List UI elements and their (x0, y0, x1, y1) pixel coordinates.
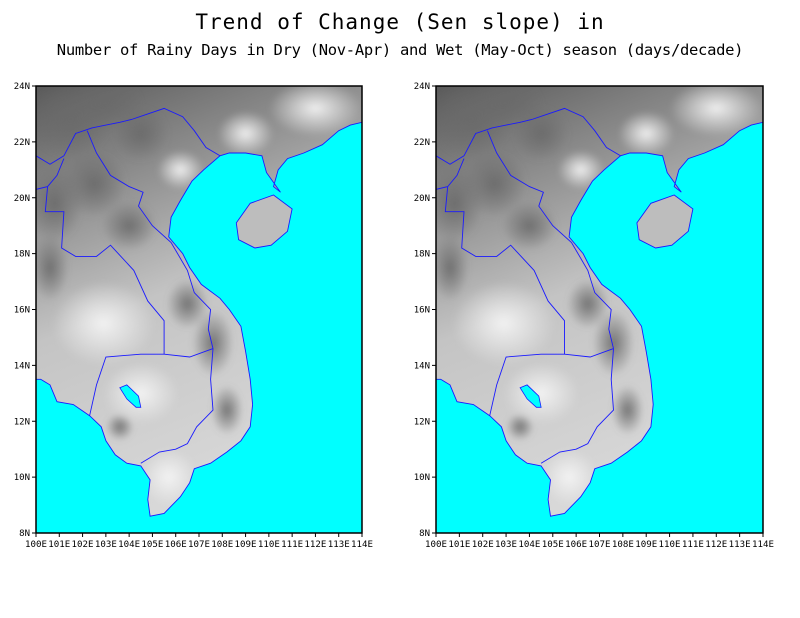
hainan-island (236, 195, 293, 248)
lon-label: 114E (752, 540, 774, 550)
lon-label: 104E (118, 540, 140, 550)
lon-label: 109E (635, 540, 657, 550)
lat-label: 14N (14, 361, 30, 371)
lon-label: 105E (141, 540, 163, 550)
lon-label: 100E (425, 540, 447, 550)
map-title: Trend of Change (Sen slope) in (195, 10, 605, 34)
lat-label: 8N (19, 529, 30, 539)
tonle-sap-lake (519, 384, 542, 408)
lon-label: 103E (95, 540, 117, 550)
country-border (436, 107, 621, 165)
lon-label: 110E (258, 540, 280, 550)
hainan-island (636, 195, 693, 248)
lon-label: 113E (328, 540, 350, 550)
lon-label: 107E (589, 540, 611, 550)
map-subtitle: Number of Rainy Days in Dry (Nov-Apr) an… (56, 41, 744, 59)
lon-label: 112E (705, 540, 727, 550)
lat-label: 16N (414, 306, 430, 316)
lat-label: 22N (414, 138, 430, 148)
lat-label: 24N (14, 82, 30, 92)
lon-label: 106E (165, 540, 187, 550)
country-border (486, 130, 614, 349)
country-border (44, 186, 165, 355)
country-border (436, 158, 465, 190)
country-border (444, 186, 565, 355)
lat-label: 22N (14, 138, 30, 148)
country-border (164, 348, 214, 358)
lon-label: 101E (48, 540, 70, 550)
lat-label: 12N (14, 417, 30, 427)
lat-label: 12N (414, 417, 430, 427)
country-border (140, 348, 214, 464)
lon-label: 111E (682, 540, 704, 550)
country-border (36, 158, 65, 190)
lon-label: 110E (659, 540, 681, 550)
lon-label: 112E (304, 540, 326, 550)
lon-label: 108E (612, 540, 634, 550)
lon-label: 103E (495, 540, 517, 550)
tonle-sap-lake (119, 384, 142, 408)
lon-label: 102E (72, 540, 94, 550)
lat-label: 18N (14, 250, 30, 260)
hainan-coastline (636, 194, 694, 249)
lat-label: 20N (14, 194, 30, 204)
country-border (89, 353, 165, 416)
lon-label: 107E (188, 540, 210, 550)
lon-label: 106E (565, 540, 587, 550)
lon-label: 105E (542, 540, 564, 550)
country-border (564, 348, 614, 358)
lon-label: 109E (235, 540, 257, 550)
lon-label: 100E (25, 540, 47, 550)
lat-label: 24N (414, 82, 430, 92)
country-border (36, 107, 221, 165)
lon-label: 101E (448, 540, 470, 550)
country-border (489, 353, 565, 416)
lat-label: 16N (14, 306, 30, 316)
lon-label: 108E (211, 540, 233, 550)
lat-label: 8N (419, 529, 430, 539)
lat-label: 18N (414, 250, 430, 260)
lat-label: 10N (14, 473, 30, 483)
lon-label: 104E (518, 540, 540, 550)
lat-label: 10N (414, 473, 430, 483)
country-border (86, 130, 214, 349)
lon-label: 113E (729, 540, 751, 550)
lon-label: 111E (281, 540, 303, 550)
lat-label: 20N (414, 194, 430, 204)
coastline (36, 86, 362, 517)
coastline (436, 86, 763, 517)
country-border (540, 348, 614, 464)
hainan-coastline (235, 194, 293, 249)
lat-label: 14N (414, 361, 430, 371)
lon-label: 114E (351, 540, 373, 550)
lon-label: 102E (472, 540, 494, 550)
